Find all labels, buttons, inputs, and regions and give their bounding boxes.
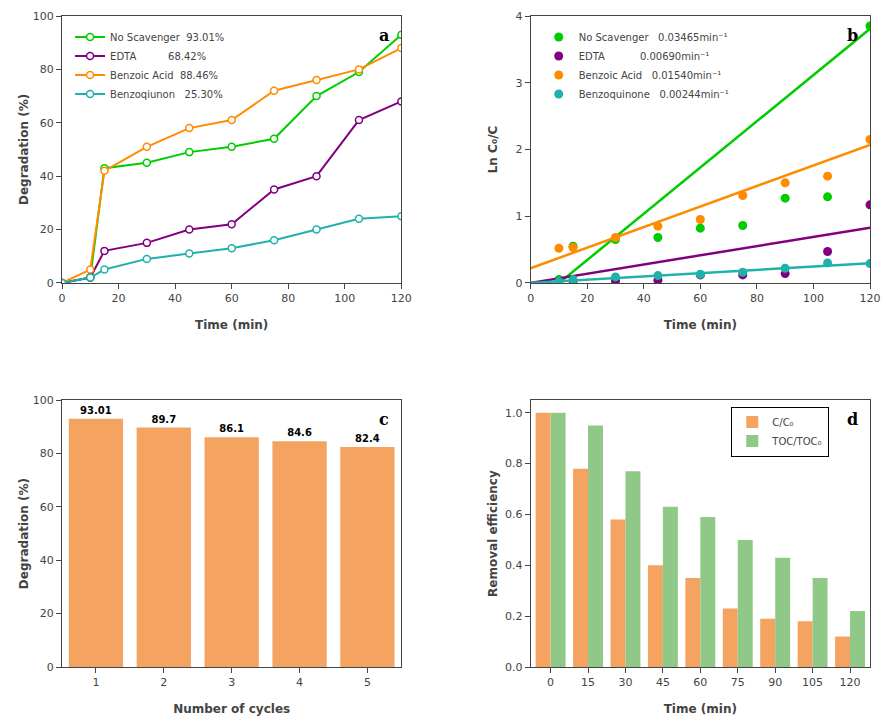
- svg-text:Ln C₀/C: Ln C₀/C: [486, 125, 500, 173]
- svg-text:60: 60: [225, 292, 239, 305]
- svg-text:84.6: 84.6: [287, 427, 312, 438]
- svg-text:Number of cycles: Number of cycles: [173, 702, 290, 716]
- svg-text:b: b: [847, 26, 858, 45]
- svg-text:80: 80: [40, 447, 54, 460]
- svg-text:80: 80: [281, 292, 295, 305]
- svg-text:1: 1: [515, 210, 522, 223]
- svg-text:No Scavenger 0.03465min⁻¹: No Scavenger 0.03465min⁻¹: [579, 32, 728, 43]
- svg-text:40: 40: [637, 292, 651, 305]
- svg-text:Degradation (%): Degradation (%): [17, 94, 31, 205]
- svg-text:0.0: 0.0: [505, 661, 523, 674]
- svg-text:60: 60: [40, 117, 54, 130]
- svg-text:Benzoic Acid 88.46%: Benzoic Acid 88.46%: [110, 70, 218, 81]
- svg-text:Benzoquinone 0.00244min⁻¹: Benzoquinone 0.00244min⁻¹: [579, 89, 729, 100]
- svg-text:Time (min): Time (min): [664, 318, 737, 332]
- svg-text:0.8: 0.8: [505, 457, 523, 470]
- svg-text:0.6: 0.6: [505, 508, 523, 521]
- svg-text:0: 0: [47, 277, 54, 290]
- svg-text:0.2: 0.2: [505, 610, 523, 623]
- svg-text:20: 20: [112, 292, 126, 305]
- svg-text:60: 60: [693, 292, 707, 305]
- svg-text:40: 40: [40, 170, 54, 183]
- svg-text:a: a: [379, 26, 389, 45]
- svg-text:93.01: 93.01: [80, 405, 112, 416]
- svg-text:90: 90: [768, 676, 782, 689]
- svg-text:60: 60: [693, 676, 707, 689]
- svg-text:120: 120: [840, 676, 861, 689]
- svg-text:30: 30: [618, 676, 632, 689]
- svg-text:Degradation (%): Degradation (%): [17, 478, 31, 589]
- svg-text:20: 20: [40, 607, 54, 620]
- svg-text:0: 0: [59, 292, 66, 305]
- svg-text:80: 80: [40, 63, 54, 76]
- svg-text:40: 40: [168, 292, 182, 305]
- svg-text:100: 100: [33, 10, 54, 23]
- svg-text:20: 20: [40, 223, 54, 236]
- svg-text:0.4: 0.4: [505, 559, 523, 572]
- svg-text:105: 105: [802, 676, 823, 689]
- svg-text:3: 3: [515, 77, 522, 90]
- svg-text:75: 75: [731, 676, 745, 689]
- svg-text:40: 40: [40, 554, 54, 567]
- svg-text:4: 4: [296, 676, 303, 689]
- svg-text:1.0: 1.0: [505, 407, 523, 420]
- svg-text:Time (min): Time (min): [195, 318, 268, 332]
- svg-text:100: 100: [334, 292, 355, 305]
- svg-text:Removal efficiency: Removal efficiency: [486, 470, 500, 597]
- svg-text:c: c: [379, 410, 389, 429]
- svg-text:86.1: 86.1: [219, 423, 244, 434]
- svg-text:3: 3: [228, 676, 235, 689]
- svg-text:5: 5: [364, 676, 371, 689]
- svg-text:No Scavenger 93.01%: No Scavenger 93.01%: [110, 32, 224, 43]
- svg-text:120: 120: [391, 292, 412, 305]
- svg-text:15: 15: [581, 676, 595, 689]
- svg-text:EDTA 0.00690min⁻¹: EDTA 0.00690min⁻¹: [579, 51, 710, 62]
- svg-text:82.4: 82.4: [355, 433, 380, 444]
- svg-text:1: 1: [92, 676, 99, 689]
- svg-text:d: d: [847, 410, 858, 429]
- svg-text:80: 80: [750, 292, 764, 305]
- svg-text:89.7: 89.7: [151, 414, 176, 425]
- svg-text:2: 2: [160, 676, 167, 689]
- svg-text:60: 60: [40, 501, 54, 514]
- svg-text:100: 100: [803, 292, 824, 305]
- svg-text:45: 45: [656, 676, 670, 689]
- svg-text:0: 0: [515, 277, 522, 290]
- svg-text:Benzoqiunon 25.30%: Benzoqiunon 25.30%: [110, 89, 223, 100]
- svg-text:0: 0: [47, 661, 54, 674]
- svg-text:Time (min): Time (min): [664, 702, 737, 716]
- svg-text:2: 2: [515, 143, 522, 156]
- svg-text:C/C₀: C/C₀: [772, 417, 793, 428]
- svg-text:TOC/TOC₀: TOC/TOC₀: [771, 436, 821, 447]
- svg-text:20: 20: [580, 292, 594, 305]
- svg-text:EDTA 68.42%: EDTA 68.42%: [110, 51, 206, 62]
- svg-text:0: 0: [547, 676, 554, 689]
- svg-text:120: 120: [860, 292, 881, 305]
- svg-text:100: 100: [33, 394, 54, 407]
- svg-text:Benzoic Acid 0.01540min⁻¹: Benzoic Acid 0.01540min⁻¹: [579, 70, 722, 81]
- svg-text:0: 0: [527, 292, 534, 305]
- svg-text:4: 4: [515, 10, 522, 23]
